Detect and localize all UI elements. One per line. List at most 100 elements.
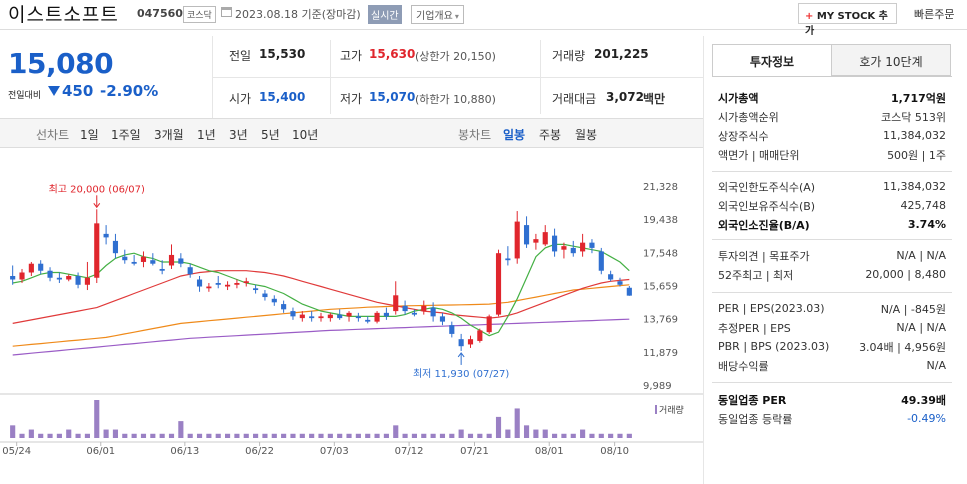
open-label: 시가	[229, 92, 252, 106]
realtime-button[interactable]: 실시간	[368, 5, 402, 24]
company-info-dropdown[interactable]: 기업개요 ▾	[411, 5, 464, 24]
upper-limit: (상한가 20,150)	[415, 50, 496, 63]
period-1y[interactable]: 1년	[197, 128, 216, 142]
candle-monthly[interactable]: 월봉	[575, 128, 598, 142]
info-row: 동일업종 PER 49.39배	[718, 390, 946, 409]
y-tick-label: 11,879	[643, 348, 678, 359]
candle-body	[19, 272, 25, 280]
candle-daily[interactable]: 일봉	[503, 128, 526, 142]
info-row: 동일업종 등락률 -0.49%	[718, 409, 946, 428]
candle-body	[318, 316, 324, 319]
candle-body	[271, 298, 277, 303]
candle-body	[486, 316, 492, 333]
info-row: 외국인소진율(B/A) 3.74%	[718, 215, 946, 234]
volume-bar	[215, 433, 221, 438]
company-info-label: 기업개요	[416, 11, 453, 22]
period-3y[interactable]: 3년	[229, 128, 248, 142]
candle-body	[561, 246, 567, 250]
info-row: 52주최고 | 최저 20,000 | 8,480	[718, 265, 946, 284]
info-label: 상장주식수	[718, 129, 769, 143]
candle-body	[542, 232, 548, 245]
info-value: 3.74%	[907, 218, 946, 231]
volume-bar	[327, 433, 333, 438]
candle-body	[523, 225, 530, 245]
info-row: 시가총액 1,717억원	[718, 88, 946, 107]
volume-bar	[28, 429, 34, 438]
candle-body	[159, 268, 165, 271]
volume-bar	[449, 433, 455, 438]
price-chart[interactable]: 21,328 19,438 17,548 15,659 13,769 11,879 9,98…	[0, 160, 703, 484]
volume-bar	[421, 433, 427, 438]
period-5y[interactable]: 5년	[261, 128, 280, 142]
volume-bar	[94, 400, 100, 438]
volume-bar	[47, 433, 53, 438]
tab-order-book[interactable]: 호가 10단계	[831, 44, 951, 76]
candle-body	[383, 312, 389, 317]
volume-bar	[168, 433, 175, 438]
x-tick-label: 08/10	[600, 446, 629, 457]
volume-bar	[523, 425, 530, 438]
volume-bar	[561, 433, 567, 438]
info-row: 추정PER | EPS N/A | N/A	[718, 318, 946, 337]
volume-bar	[608, 433, 614, 438]
candle-body	[84, 277, 90, 285]
volume-bar	[589, 433, 595, 438]
volume-bar	[122, 433, 128, 438]
candle-body	[411, 312, 418, 315]
info-value: 1,717억원	[890, 91, 946, 105]
candle-body	[327, 314, 333, 319]
y-tick-label: 17,548	[643, 248, 678, 259]
volume-bar	[439, 433, 446, 438]
candle-body	[608, 274, 614, 280]
volume-label: 거래량	[659, 404, 684, 416]
info-row: 시가총액순위 코스닥 513위	[718, 107, 946, 126]
company-name: 이스트소프트	[8, 4, 119, 26]
volume-bar	[430, 433, 436, 438]
info-value: N/A | -845원	[880, 302, 946, 316]
divider	[712, 76, 952, 77]
candle-body	[206, 286, 212, 289]
candle-body	[598, 251, 604, 271]
candle-body	[187, 267, 193, 275]
candle-chart-label: 봉차트	[458, 128, 492, 142]
candle-body	[617, 281, 623, 285]
candle-body	[234, 283, 240, 285]
candle-body	[299, 314, 305, 319]
quick-order-link[interactable]: 빠른주문	[914, 8, 955, 21]
divider	[712, 171, 952, 172]
volume-bar	[253, 433, 259, 438]
tab-investment-info[interactable]: 투자정보	[712, 44, 832, 76]
volume-bar	[271, 433, 277, 438]
divider	[540, 40, 541, 114]
candle-body	[131, 261, 137, 264]
candle-body	[346, 312, 352, 317]
info-value: 49.39배	[901, 393, 946, 407]
down-triangle-icon	[48, 86, 60, 96]
period-1d[interactable]: 1일	[80, 128, 99, 142]
change-percent: -2.90%	[100, 82, 159, 100]
candle-body	[47, 270, 53, 278]
volume-bar	[626, 433, 632, 438]
info-value: 500원 | 1주	[887, 148, 946, 162]
volume-bar	[458, 429, 464, 438]
volume-bar	[103, 429, 109, 438]
base-date: 2023.08.18 기준(장마감)	[235, 8, 361, 21]
ma60-line	[12, 284, 630, 347]
candle-body	[365, 319, 371, 322]
volume-bar	[178, 421, 184, 438]
volume-bar	[411, 433, 418, 438]
chevron-down-icon: ▾	[454, 12, 459, 21]
volume-bar	[318, 433, 324, 438]
info-row: 외국인보유주식수(B) 425,748	[718, 196, 946, 215]
candle-weekly[interactable]: 주봉	[539, 128, 562, 142]
info-label: 외국인한도주식수(A)	[718, 180, 816, 194]
my-stock-add-button[interactable]: + MY STOCK 추가	[798, 3, 897, 37]
volume-bar	[243, 433, 249, 438]
candle-body	[430, 307, 436, 317]
period-3m[interactable]: 3개월	[154, 128, 184, 142]
y-tick-label: 15,659	[643, 282, 678, 293]
candle-body	[467, 339, 474, 345]
period-10y[interactable]: 10년	[292, 128, 319, 142]
period-1w[interactable]: 1주일	[111, 128, 141, 142]
candle-body	[10, 275, 16, 280]
